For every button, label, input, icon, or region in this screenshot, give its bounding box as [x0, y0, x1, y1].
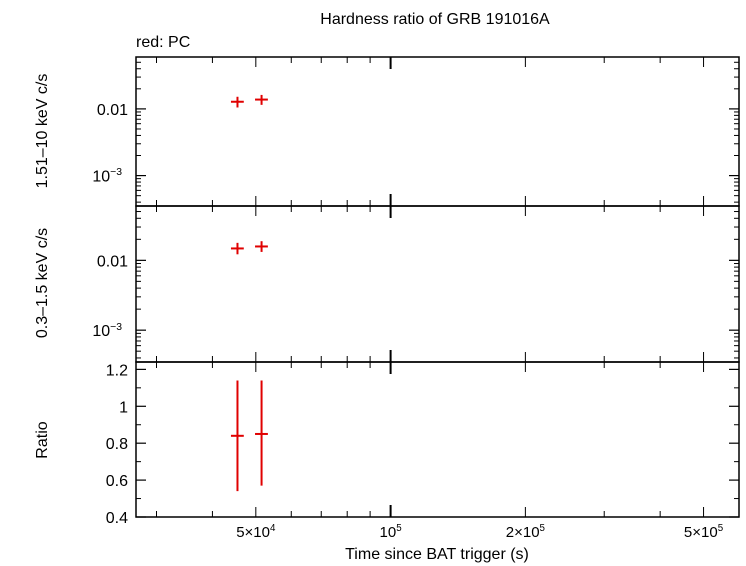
y-tick-label: 0.01: [97, 102, 128, 119]
y-tick-label: 10−3: [92, 167, 122, 185]
panel-soft: 0.01 10−3 0.3–1.5 keV c/s: [34, 205, 740, 363]
x-tick-label: 5×104: [236, 523, 276, 541]
panel-frame-ratio: [135, 361, 740, 518]
y-tick-label: 0.4: [106, 510, 128, 527]
data-point: [255, 241, 268, 252]
y-tick-label: 1.2: [106, 362, 128, 379]
data-point: [230, 96, 244, 108]
panel-hard: 0.01 10−3 1.51–10 keV c/s: [34, 56, 740, 207]
y-axis-label-hard: 1.51–10 keV c/s: [34, 74, 51, 189]
chart-panels: 0.01 10−3 1.51–10 keV c/s 0.01 10−3 0.3–1.5 k…: [34, 56, 740, 541]
y-tick-label: 0.6: [106, 473, 128, 490]
y-tick-label: 1: [119, 399, 128, 416]
y-axis-label-ratio: Ratio: [34, 421, 51, 458]
x-tick-label: 105: [380, 523, 403, 541]
panel-frame-soft: [135, 205, 740, 363]
data-point: [255, 380, 268, 486]
panel-frame-hard: [135, 56, 740, 207]
x-axis-label: Time since BAT trigger (s): [345, 546, 529, 563]
y-tick-label: 10−3: [92, 322, 122, 340]
panel-ratio: 0.4 0.6 0.8 1 1.2 Ratio: [34, 361, 740, 527]
x-tick-label: 2×105: [506, 523, 546, 541]
y-tick-label: 0.01: [97, 253, 128, 270]
data-point: [230, 380, 244, 492]
legend-label: red: PC: [136, 34, 190, 51]
y-tick-label: 0.8: [106, 436, 128, 453]
x-tick-label: 5×105: [684, 523, 724, 541]
data-point: [230, 242, 244, 255]
data-point: [255, 94, 268, 105]
y-axis-label-soft: 0.3–1.5 keV c/s: [34, 228, 51, 338]
chart-title: Hardness ratio of GRB 191016A: [320, 11, 550, 28]
